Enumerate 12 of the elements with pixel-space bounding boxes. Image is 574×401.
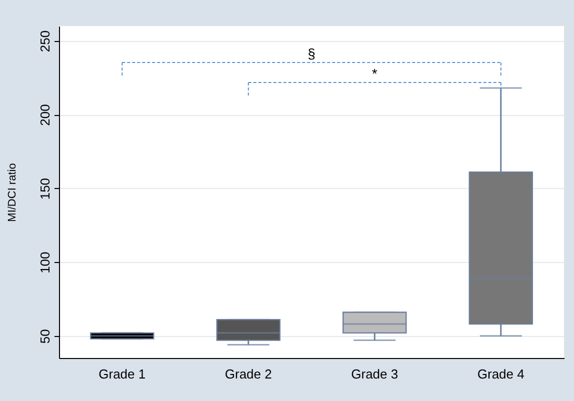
x-tick-label: Grade 1 (98, 366, 146, 382)
annotation: * (372, 65, 378, 82)
x-tick-label: Grade 4 (477, 366, 524, 382)
y-tick-label: 200 (38, 104, 52, 126)
annotation: § (308, 46, 316, 62)
y-axis-title: MI/DCI ratio (6, 163, 18, 222)
y-tick-label: 250 (38, 30, 52, 52)
x-tick-label: Grade 2 (224, 366, 272, 382)
y-tick-label: 150 (38, 178, 52, 200)
y-tick-label: 50 (38, 329, 52, 344)
x-tick-label: Grade 3 (351, 366, 398, 382)
y-tick-label: 100 (38, 252, 52, 274)
